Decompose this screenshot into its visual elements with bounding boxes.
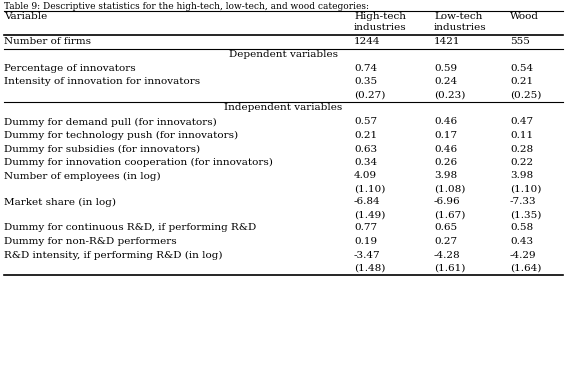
Text: Dummy for technology push (for innovators): Dummy for technology push (for innovator… [4,131,238,140]
Text: 0.59: 0.59 [434,64,457,73]
Text: -4.28: -4.28 [434,250,460,259]
Text: 0.43: 0.43 [510,237,533,246]
Text: -6.84: -6.84 [354,198,380,206]
Text: 0.24: 0.24 [434,78,457,86]
Text: Number of firms: Number of firms [4,37,91,45]
Text: 0.57: 0.57 [354,117,377,127]
Text: 0.21: 0.21 [354,131,377,140]
Text: industries: industries [354,22,407,31]
Text: 0.46: 0.46 [434,117,457,127]
Text: High-tech: High-tech [354,12,406,21]
Text: 0.35: 0.35 [354,78,377,86]
Text: Dummy for non-R&D performers: Dummy for non-R&D performers [4,237,177,246]
Text: Independent variables: Independent variables [225,104,342,112]
Text: 0.74: 0.74 [354,64,377,73]
Text: (1.35): (1.35) [510,211,541,220]
Text: Variable: Variable [4,12,47,21]
Text: Percentage of innovators: Percentage of innovators [4,64,136,73]
Text: 0.63: 0.63 [354,145,377,153]
Text: Dummy for demand pull (for innovators): Dummy for demand pull (for innovators) [4,117,217,127]
Text: (1.10): (1.10) [510,185,541,194]
Text: 0.17: 0.17 [434,131,457,140]
Text: 0.47: 0.47 [510,117,533,127]
Text: (0.25): (0.25) [510,91,541,100]
Text: R&D intensity, if performing R&D (in log): R&D intensity, if performing R&D (in log… [4,250,222,259]
Text: (0.23): (0.23) [434,91,466,100]
Text: 0.77: 0.77 [354,224,377,232]
Text: -4.29: -4.29 [510,250,536,259]
Text: Dummy for innovation cooperation (for innovators): Dummy for innovation cooperation (for in… [4,158,273,167]
Text: 0.11: 0.11 [510,131,533,140]
Text: Dummy for continuous R&D, if performing R&D: Dummy for continuous R&D, if performing … [4,224,256,232]
Text: (1.61): (1.61) [434,264,466,273]
Text: 1244: 1244 [354,37,380,45]
Text: 4.09: 4.09 [354,172,377,180]
Text: 1421: 1421 [434,37,460,45]
Text: Table 9: Descriptive statistics for the high-tech, low-tech, and wood categories: Table 9: Descriptive statistics for the … [4,2,369,11]
Text: 3.98: 3.98 [510,172,533,180]
Text: 0.26: 0.26 [434,158,457,167]
Text: 555: 555 [510,37,530,45]
Text: 0.28: 0.28 [510,145,533,153]
Text: (1.49): (1.49) [354,211,386,220]
Text: -3.47: -3.47 [354,250,380,259]
Text: 3.98: 3.98 [434,172,457,180]
Text: 0.22: 0.22 [510,158,533,167]
Text: (1.64): (1.64) [510,264,541,273]
Text: Intensity of innovation for innovators: Intensity of innovation for innovators [4,78,200,86]
Text: -6.96: -6.96 [434,198,460,206]
Text: Dependent variables: Dependent variables [229,50,338,59]
Text: Wood: Wood [510,12,539,21]
Text: Number of employees (in log): Number of employees (in log) [4,172,160,181]
Text: Dummy for subsidies (for innovators): Dummy for subsidies (for innovators) [4,145,200,154]
Text: (1.10): (1.10) [354,185,386,194]
Text: 0.46: 0.46 [434,145,457,153]
Text: 0.34: 0.34 [354,158,377,167]
Text: Market share (in log): Market share (in log) [4,198,116,207]
Text: 0.58: 0.58 [510,224,533,232]
Text: (0.27): (0.27) [354,91,386,100]
Text: 0.65: 0.65 [434,224,457,232]
Text: (1.48): (1.48) [354,264,386,273]
Text: 0.27: 0.27 [434,237,457,246]
Text: (1.67): (1.67) [434,211,466,220]
Text: 0.54: 0.54 [510,64,533,73]
Text: 0.21: 0.21 [510,78,533,86]
Text: 0.19: 0.19 [354,237,377,246]
Text: Low-tech: Low-tech [434,12,483,21]
Text: (1.08): (1.08) [434,185,466,194]
Text: industries: industries [434,22,486,31]
Text: -7.33: -7.33 [510,198,536,206]
